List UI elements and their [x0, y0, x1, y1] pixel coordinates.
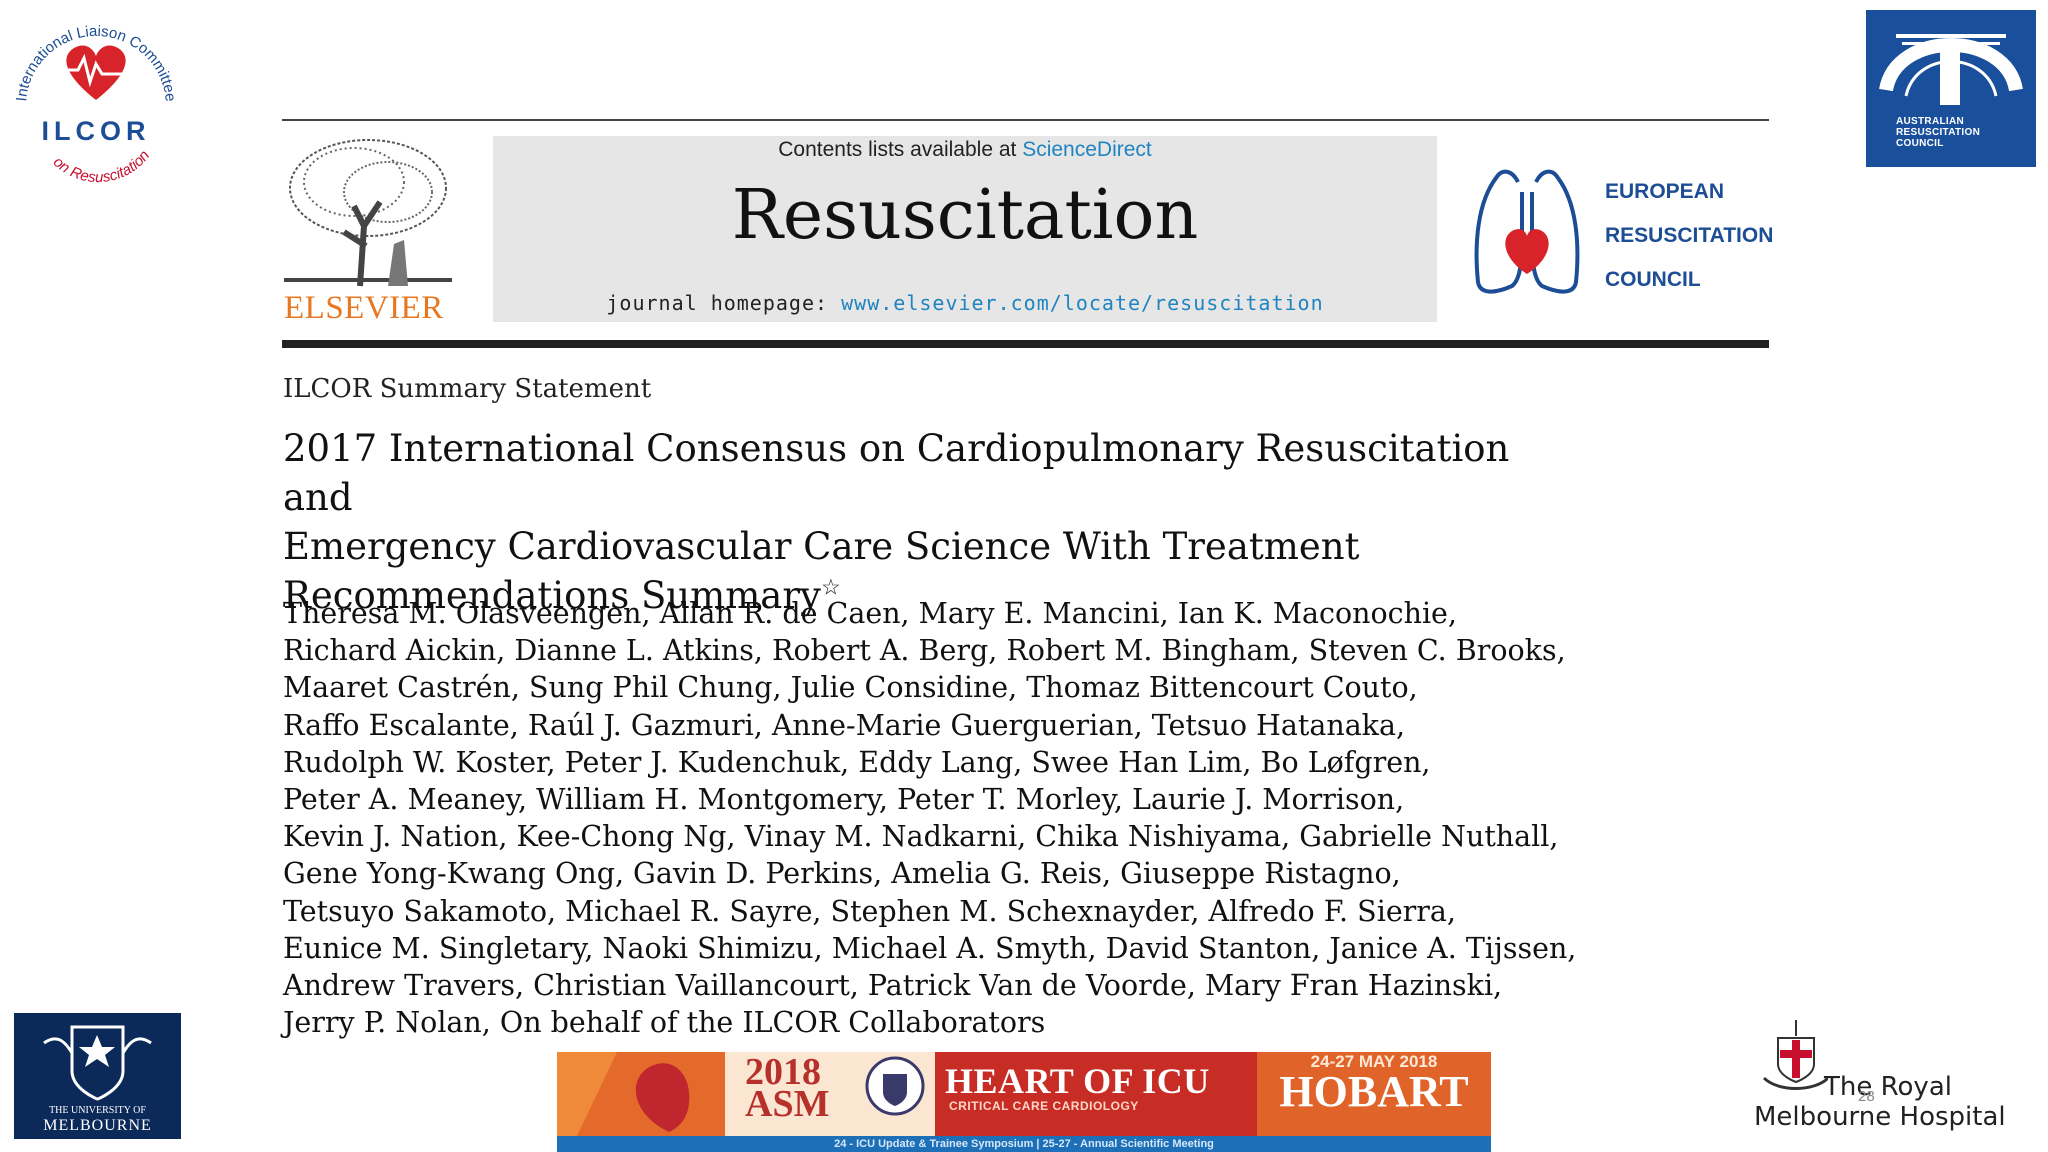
banner-city: HOBART [1279, 1067, 1469, 1116]
banner-headline-panel [935, 1052, 1257, 1136]
author-line: Peter A. Meaney, William H. Montgomery, … [283, 783, 1405, 817]
article-type: ILCOR Summary Statement [283, 374, 652, 404]
header-top-rule [282, 119, 1769, 121]
cicm-crest-icon [865, 1056, 925, 1116]
banner-city-panel [1257, 1052, 1491, 1136]
title-line-1: 2017 International Consensus on Cardiopu… [283, 427, 1510, 519]
homepage-label: journal homepage: [606, 291, 842, 315]
title-line-3-text: Recommendations Summary [283, 574, 821, 617]
banner-date: 24-27 MAY 2018 [1310, 1052, 1438, 1071]
banner-year: 2018 [745, 1052, 821, 1093]
arc-line-1: AUSTRALIAN [1896, 116, 1964, 127]
uom-line-1: THE UNIVERSITY OF [49, 1105, 146, 1116]
sciencedirect-link[interactable]: ScienceDirect [1022, 138, 1152, 161]
arc-line-3: COUNCIL [1896, 138, 1944, 149]
erc-lungs-heart-icon [1472, 162, 1582, 298]
banner-subtitle: CRITICAL CARE CARDIOLOGY [949, 1099, 1139, 1113]
slide-number: 28 [1858, 1088, 1875, 1105]
heart-icon [557, 1052, 690, 1136]
arc-line-2: RESUSCITATION [1896, 127, 1981, 138]
erc-line-3: COUNCIL [1605, 268, 1701, 291]
contents-line: Contents lists available at ScienceDirec… [493, 138, 1437, 162]
royal-melbourne-hospital-logo: The Royal Melbourne Hospital [1752, 1020, 2012, 1140]
journal-homepage: journal homepage: www.elsevier.com/locat… [493, 291, 1437, 315]
author-line: Tetsuyo Sakamoto, Michael R. Sayre, Step… [283, 894, 1456, 928]
contents-prefix: Contents lists available at [778, 138, 1023, 161]
university-of-melbourne-logo: THE UNIVERSITY OF MELBOURNE [14, 1013, 181, 1139]
author-line: Eunice M. Singletary, Naoki Shimizu, Mic… [283, 931, 1577, 965]
svg-text:on Resuscitation: on Resuscitation [50, 147, 153, 183]
elsevier-wordmark: ELSEVIER [284, 290, 444, 326]
banner-heart-panel [557, 1052, 725, 1136]
author-line: Kevin J. Nation, Kee-Chong Ng, Vinay M. … [283, 820, 1559, 854]
footnote-star-icon: ☆ [820, 575, 841, 601]
author-line: Jerry P. Nolan, On behalf of the ILCOR C… [283, 1006, 1046, 1040]
banner-footer: 24 - ICU Update & Trainee Symposium | 25… [834, 1138, 1214, 1150]
homepage-link[interactable]: www.elsevier.com/locate/resuscitation [841, 291, 1324, 315]
elsevier-tree-icon [284, 136, 452, 288]
rmh-line-1: The Royal [1824, 1072, 1952, 1102]
rmh-line-2: Melbourne Hospital [1754, 1102, 2006, 1132]
title-line-3: Recommendations Summary☆ [283, 571, 1583, 620]
journal-banner: Contents lists available at ScienceDirec… [493, 136, 1437, 322]
author-line: Andrew Travers, Christian Vaillancourt, … [283, 969, 1503, 1003]
article-title: 2017 International Consensus on Cardiopu… [283, 424, 1583, 620]
banner-crest-panel [855, 1052, 935, 1136]
author-line: Theresa M. Olasveengen, Allan R. de Caen… [283, 597, 1457, 630]
uom-line-2: MELBOURNE [43, 1117, 152, 1134]
banner-year-block: 2018 ASM [745, 1052, 830, 1125]
rmh-crest-icon [1762, 1020, 1828, 1090]
ilcor-logo: International Liaison Committee on Resus… [8, 8, 183, 186]
banner-event: ASM [745, 1083, 830, 1125]
ilcor-acronym: ILCOR [42, 116, 151, 146]
banner-headline: HEART OF ICU [945, 1061, 1210, 1101]
erc-wordmark: EUROPEAN RESUSCITATION COUNCIL [1605, 170, 1773, 302]
erc-line-2: RESUSCITATION [1605, 224, 1774, 247]
author-line: Gene Yong-Kwang Ong, Gavin D. Perkins, A… [283, 857, 1401, 891]
author-line: Raffo Escalante, Raúl J. Gazmuri, Anne-M… [283, 708, 1406, 742]
author-line: Maaret Castrén, Sung Phil Chung, Julie C… [283, 671, 1418, 705]
header-bottom-rule [282, 340, 1769, 348]
arc-logo: AUSTRALIAN RESUSCITATION COUNCIL [1866, 10, 2036, 167]
author-list: Theresa M. Olasveengen, Allan R. de Caen… [283, 595, 1593, 1041]
author-line: Richard Aickin, Dianne L. Atkins, Robert… [283, 634, 1566, 668]
hobart-2018-banner: 2018 ASM HEART OF ICU CRITICAL CARE CARD… [557, 1052, 1491, 1152]
journal-title: Resuscitation [731, 176, 1199, 255]
author-line: Rudolph W. Koster, Peter J. Kudenchuk, E… [283, 745, 1431, 779]
erc-line-1: EUROPEAN [1605, 180, 1725, 203]
title-line-2: Emergency Cardiovascular Care Science Wi… [283, 525, 1360, 568]
